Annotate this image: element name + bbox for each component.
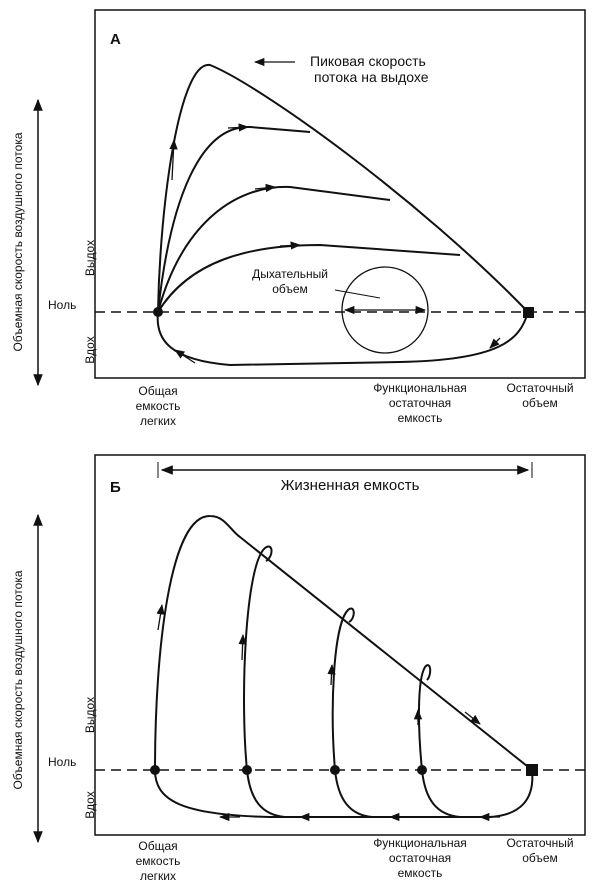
arrow <box>238 633 247 661</box>
panel-a: А Пиковая скорость потока на выдохе Дыха… <box>11 9 586 428</box>
x-label: емкость <box>136 854 181 868</box>
arrow <box>169 138 178 181</box>
curve <box>157 243 461 313</box>
x-label: остаточная <box>389 396 451 410</box>
annotation: Дыхательный <box>252 267 328 281</box>
arrow <box>464 711 481 725</box>
point <box>523 307 534 318</box>
x-label: Остаточный <box>506 836 573 850</box>
x-label: объем <box>522 396 558 410</box>
y-label: Вдох <box>83 336 97 363</box>
y-label: Вдох <box>83 791 97 818</box>
y-label: Выдох <box>83 697 97 733</box>
arrow <box>156 603 165 631</box>
x-label: объем <box>522 851 558 865</box>
arrow <box>489 337 501 349</box>
curve <box>156 311 529 367</box>
curve <box>417 664 432 771</box>
x-label: легких <box>140 869 176 882</box>
point <box>150 765 160 775</box>
curve <box>421 769 461 818</box>
x-labels: ОбщаяемкостьлегкихФункциональнаяостаточн… <box>136 836 574 882</box>
annotation: Пиковая скорость <box>310 53 426 69</box>
point <box>330 765 340 775</box>
x-labels: ОбщаяемкостьлегкихФункциональнаяостаточн… <box>136 381 574 428</box>
annotation: Жизненная емкость <box>281 477 420 494</box>
arrow <box>227 123 250 132</box>
x-label: емкость <box>136 399 181 413</box>
curve <box>157 185 391 313</box>
x-label: легких <box>140 414 176 428</box>
pointer <box>334 289 381 299</box>
y-label: Ноль <box>48 755 76 769</box>
curve <box>334 769 373 818</box>
curve <box>154 514 533 771</box>
curve <box>246 769 286 818</box>
point <box>417 765 427 775</box>
frame <box>94 9 586 379</box>
arrow <box>327 663 336 686</box>
y-axis-title: Объемная скорость воздушного потока <box>11 132 25 351</box>
arrow <box>254 183 277 193</box>
curve <box>243 545 273 771</box>
panel-label: А <box>110 31 121 48</box>
x-label: Функциональная <box>373 381 467 395</box>
y-axis-title: Объемная скорость воздушного потока <box>11 570 25 789</box>
arrow <box>174 349 196 364</box>
panel-label: Б <box>110 479 121 496</box>
x-label: емкость <box>398 866 443 880</box>
x-label: емкость <box>398 411 443 425</box>
curve <box>157 63 529 313</box>
x-label: Общая <box>138 839 177 853</box>
arrow <box>279 241 302 250</box>
panel-b: Б Жизненная емкость Объемная скорость во… <box>11 454 586 882</box>
frame <box>94 454 586 836</box>
tidal-loop <box>341 266 429 354</box>
y-label: Ноль <box>48 298 76 312</box>
x-label: остаточная <box>389 851 451 865</box>
x-label: Остаточный <box>506 381 573 395</box>
x-label: Общая <box>138 384 177 398</box>
curve <box>154 769 534 818</box>
annotation: потока на выдохе <box>314 69 429 85</box>
y-label: Выдох <box>83 240 97 276</box>
x-label: Функциональная <box>373 836 467 850</box>
annotation: объем <box>272 282 308 296</box>
point <box>153 307 163 317</box>
point <box>242 765 252 775</box>
curve <box>331 607 355 771</box>
point <box>526 764 538 776</box>
